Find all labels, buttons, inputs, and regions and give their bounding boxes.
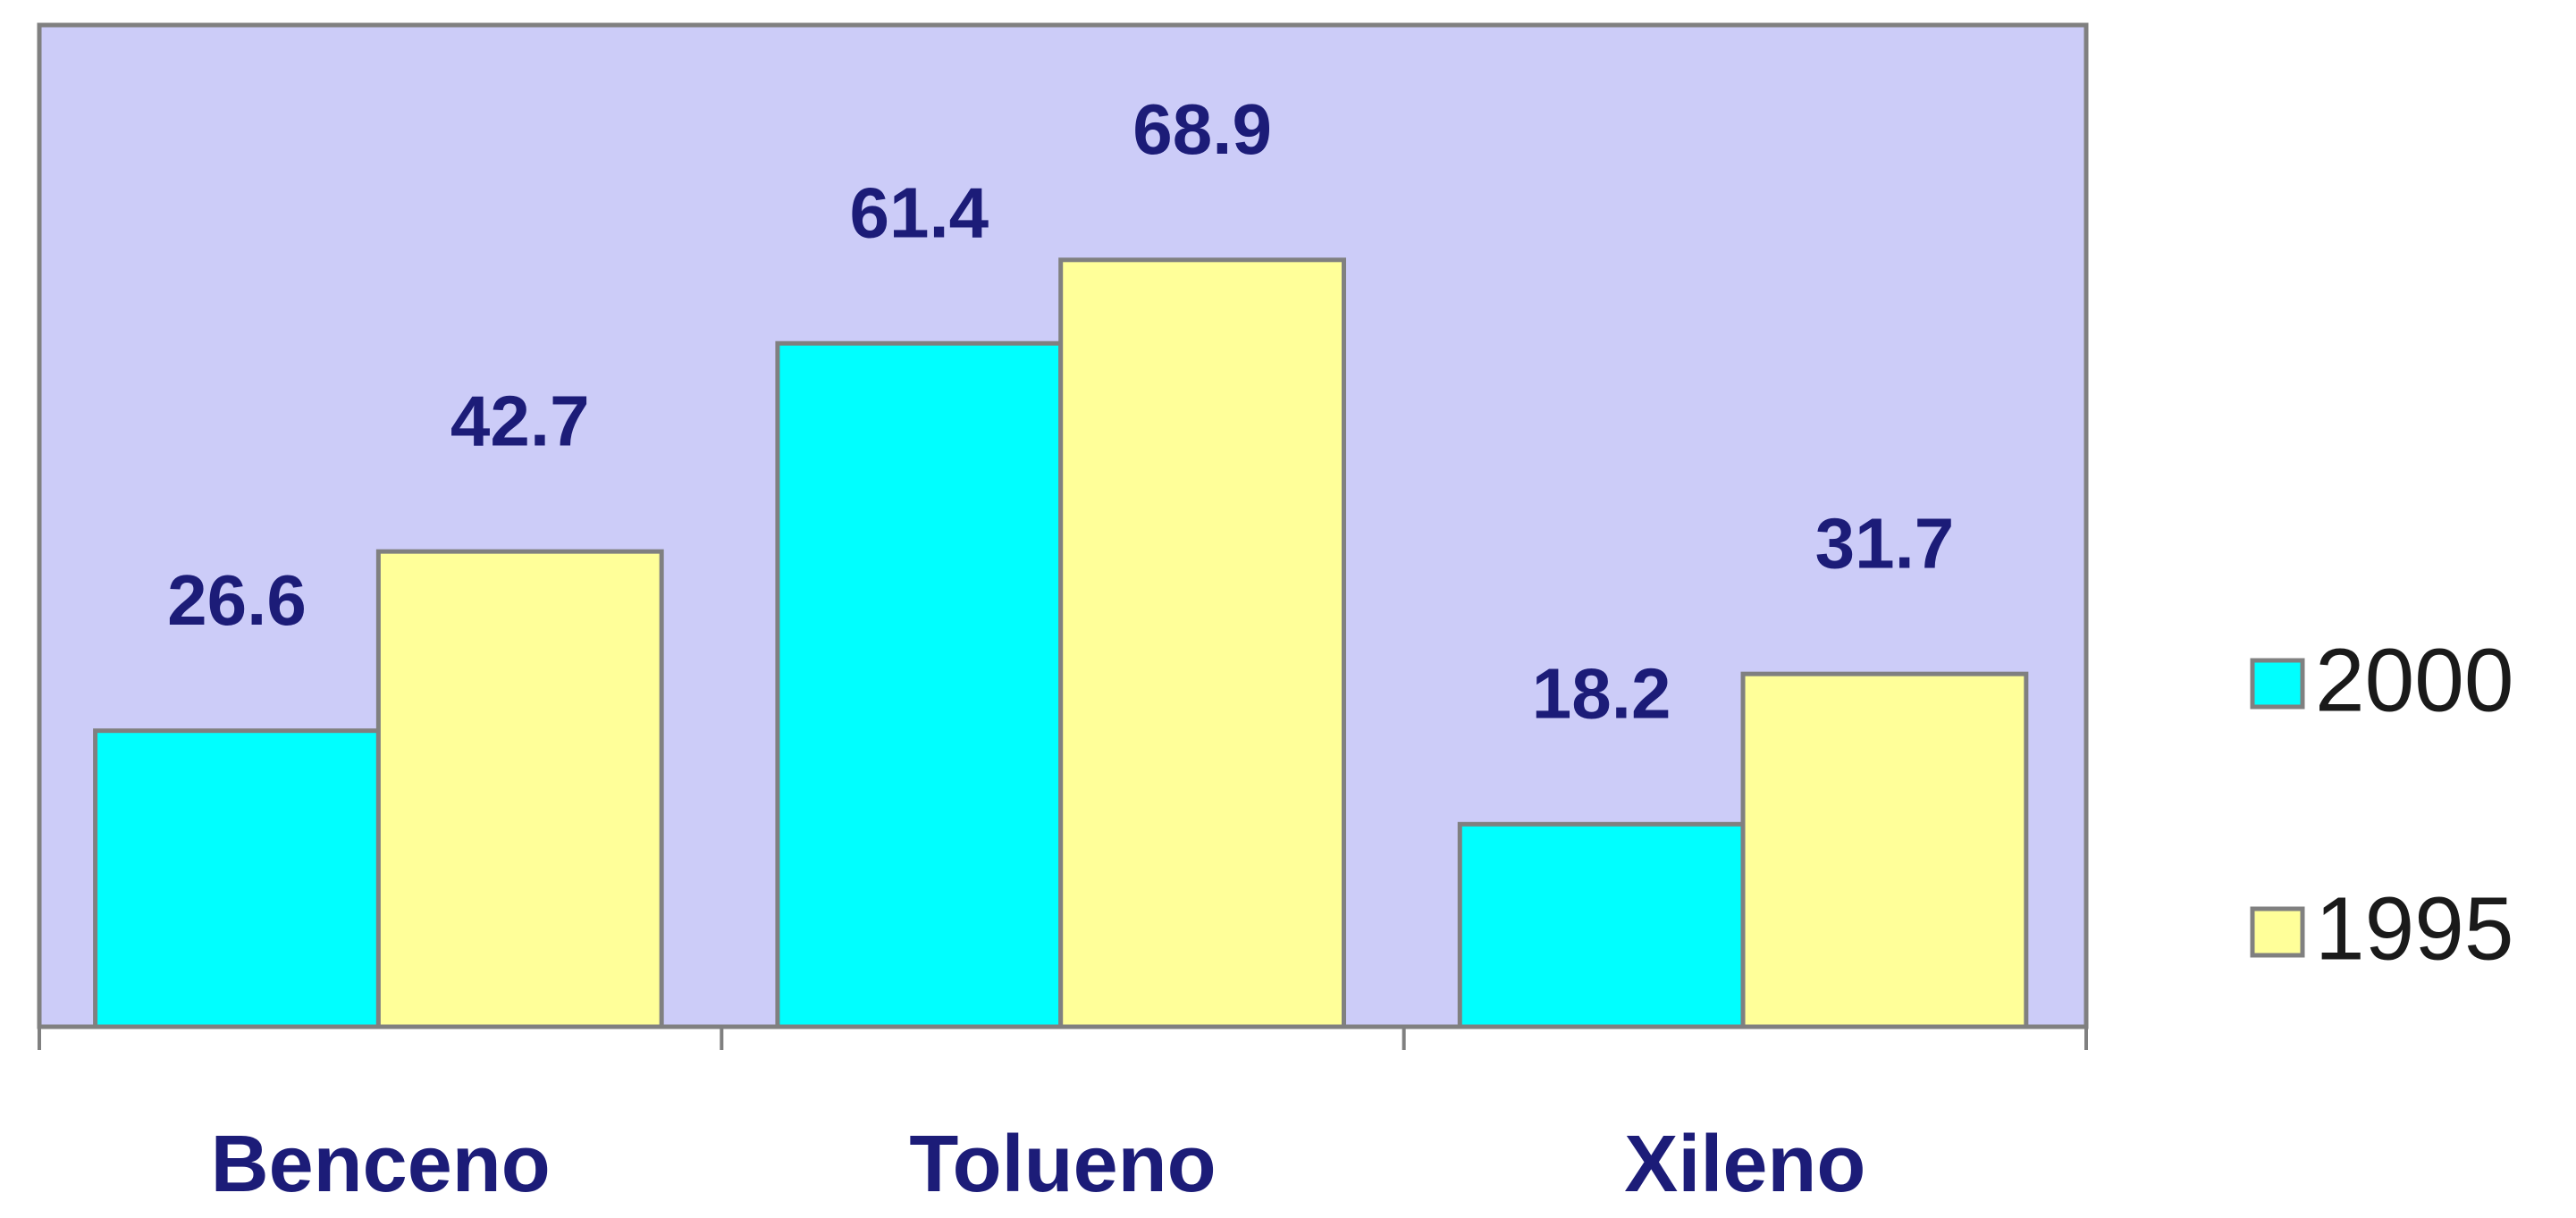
legend-label: 2000 <box>2315 630 2513 730</box>
x-tick-label: Benceno <box>211 1120 551 1209</box>
value-label: 68.9 <box>1132 89 1272 169</box>
bar <box>1457 821 1746 1029</box>
legend-label: 1995 <box>2315 878 2513 979</box>
bar <box>93 728 381 1029</box>
value-label: 18.2 <box>1532 653 1671 733</box>
x-tick-label: Xileno <box>1624 1120 1865 1209</box>
bar <box>375 549 664 1029</box>
value-label: 42.7 <box>450 381 590 460</box>
legend-swatch <box>2250 906 2305 958</box>
value-label: 26.6 <box>167 560 307 640</box>
legend-swatch <box>2250 658 2305 710</box>
value-label: 61.4 <box>849 172 989 252</box>
bar <box>775 340 1064 1029</box>
bar <box>1058 257 1346 1029</box>
bar <box>1740 671 2029 1029</box>
x-tick-label: Tolueno <box>909 1120 1216 1209</box>
value-label: 31.7 <box>1815 503 1955 583</box>
